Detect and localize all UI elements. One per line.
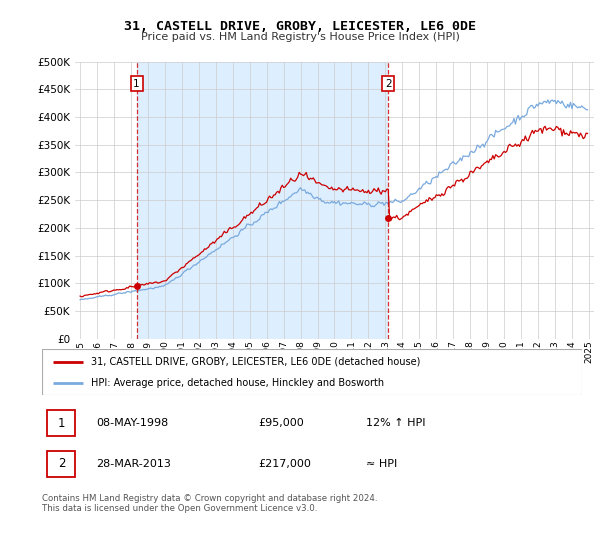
Text: 2: 2 xyxy=(58,458,65,470)
Bar xyxy=(47,451,76,477)
Text: 1: 1 xyxy=(58,417,65,430)
Bar xyxy=(47,410,76,436)
Text: Contains HM Land Registry data © Crown copyright and database right 2024.
This d: Contains HM Land Registry data © Crown c… xyxy=(42,494,377,514)
Text: ≈ HPI: ≈ HPI xyxy=(366,459,397,469)
Text: £217,000: £217,000 xyxy=(258,459,311,469)
Text: 31, CASTELL DRIVE, GROBY, LEICESTER, LE6 0DE (detached house): 31, CASTELL DRIVE, GROBY, LEICESTER, LE6… xyxy=(91,357,420,367)
Text: 28-MAR-2013: 28-MAR-2013 xyxy=(96,459,171,469)
Text: 12% ↑ HPI: 12% ↑ HPI xyxy=(366,418,425,428)
Text: 31, CASTELL DRIVE, GROBY, LEICESTER, LE6 0DE: 31, CASTELL DRIVE, GROBY, LEICESTER, LE6… xyxy=(124,20,476,32)
Text: 1: 1 xyxy=(133,79,140,89)
Text: HPI: Average price, detached house, Hinckley and Bosworth: HPI: Average price, detached house, Hinc… xyxy=(91,379,384,388)
Text: Price paid vs. HM Land Registry's House Price Index (HPI): Price paid vs. HM Land Registry's House … xyxy=(140,32,460,43)
Bar xyxy=(137,62,388,339)
Text: 08-MAY-1998: 08-MAY-1998 xyxy=(96,418,168,428)
Text: £95,000: £95,000 xyxy=(258,418,304,428)
Text: 2: 2 xyxy=(385,79,392,89)
